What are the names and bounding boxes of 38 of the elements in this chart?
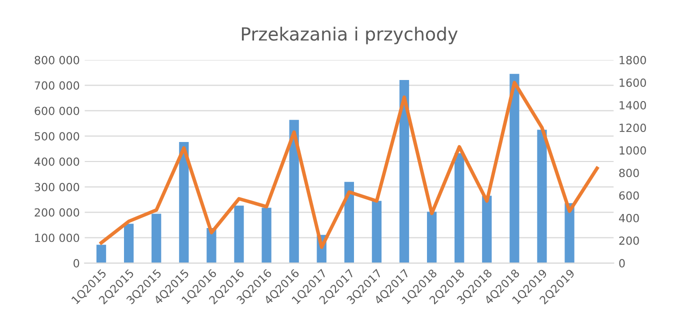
y2-tick-label: 1800 — [620, 56, 646, 64]
line-series — [100, 80, 599, 250]
y-tick-label: 800 000 — [34, 56, 80, 64]
bar — [399, 80, 410, 264]
y-tick-label: 300 000 — [34, 182, 80, 192]
y2-tick-label: 600 — [619, 191, 639, 200]
y-tick-label: 100 000 — [35, 234, 80, 242]
bar — [372, 200, 382, 264]
bar — [454, 153, 464, 264]
bar — [510, 74, 520, 264]
bar — [482, 196, 492, 264]
bar — [537, 130, 547, 264]
chart-title: Przekazania i przychody — [242, 26, 458, 44]
y-tick-label: 500 000 — [34, 132, 80, 140]
bar — [206, 228, 216, 264]
y2-tick-label: 1600 — [620, 78, 646, 87]
y-tick-label: 0 — [74, 259, 80, 268]
y2-tick-label: 1000 — [620, 146, 646, 155]
y2-tick-label: 1200 — [620, 124, 646, 132]
y2-tick-label: 800 — [619, 168, 639, 178]
bar — [426, 212, 437, 264]
bar — [234, 206, 244, 264]
bar — [289, 120, 299, 264]
bar — [564, 203, 574, 264]
y-tick-label: 600 000 — [34, 106, 80, 116]
y2-tick-label: 400 — [618, 214, 639, 222]
bar — [262, 208, 272, 264]
y-tick-label: 200 000 — [34, 208, 80, 217]
y-tick-label: 400 000 — [34, 157, 80, 166]
y-tick-label: 700 000 — [34, 81, 80, 90]
y2-tick-label: 200 — [619, 236, 639, 245]
y2-tick-label: 0 — [619, 259, 625, 268]
bar — [152, 214, 162, 264]
bar — [96, 244, 106, 264]
bar — [179, 142, 189, 264]
y2-tick-label: 1400 — [620, 101, 646, 110]
bar — [124, 224, 134, 264]
bar — [344, 182, 354, 264]
